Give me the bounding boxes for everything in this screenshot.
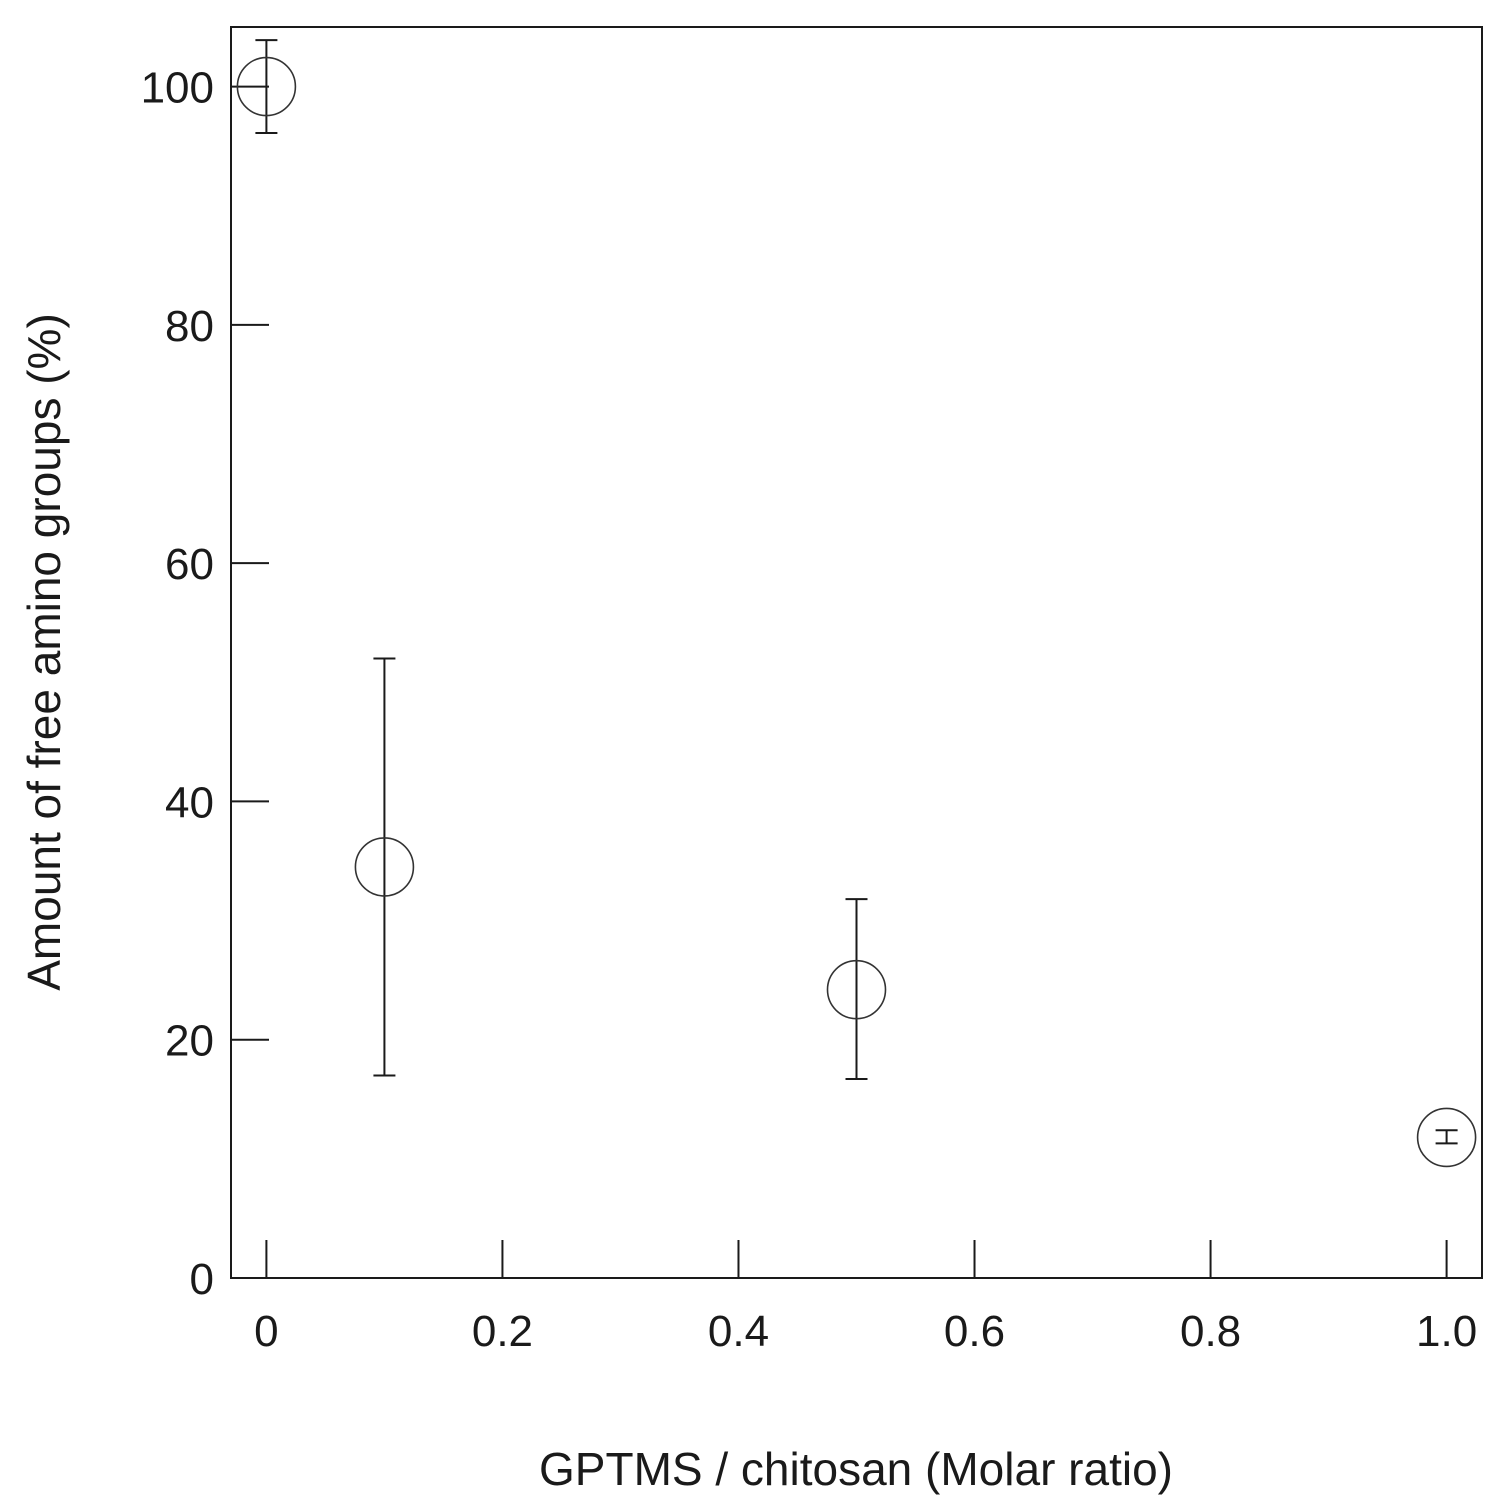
plot-frame xyxy=(230,26,1483,1279)
y-axis-ticks xyxy=(231,85,269,1279)
x-tick-label: 0.4 xyxy=(708,1307,769,1356)
x-tick-label: 0.8 xyxy=(1180,1307,1241,1356)
y-tick-label: 60 xyxy=(165,540,214,589)
y-axis-label: Amount of free amino groups (%) xyxy=(18,313,70,991)
error-bar xyxy=(255,39,278,135)
x-axis-label: GPTMS / chitosan (Molar ratio) xyxy=(539,1443,1173,1495)
x-axis-tick-labels: 0 0.2 0.4 0.6 0.8 1.0 xyxy=(254,1307,1477,1356)
y-axis-tick-labels: 0 20 40 60 80 100 xyxy=(141,64,214,1304)
y-tick-label: 20 xyxy=(165,1017,214,1066)
error-bar xyxy=(845,898,868,1081)
x-tick-label: 0.2 xyxy=(472,1307,533,1356)
data-point xyxy=(354,837,415,897)
y-tick-label: 80 xyxy=(165,302,214,351)
data-point xyxy=(236,56,297,117)
data-points xyxy=(236,56,1477,1168)
data-point xyxy=(1416,1107,1477,1168)
x-tick-label: 0.6 xyxy=(944,1307,1005,1356)
error-bar xyxy=(373,657,396,1077)
y-tick-label: 0 xyxy=(190,1255,214,1304)
x-tick-label: 1.0 xyxy=(1416,1307,1477,1356)
y-tick-label: 40 xyxy=(165,778,214,827)
data-point xyxy=(826,959,887,1020)
error-bar xyxy=(1435,1129,1458,1145)
error-bars xyxy=(255,39,1458,1145)
x-axis-ticks xyxy=(265,1240,1448,1278)
y-tick-label: 100 xyxy=(141,64,214,113)
x-tick-label: 0 xyxy=(254,1307,278,1356)
